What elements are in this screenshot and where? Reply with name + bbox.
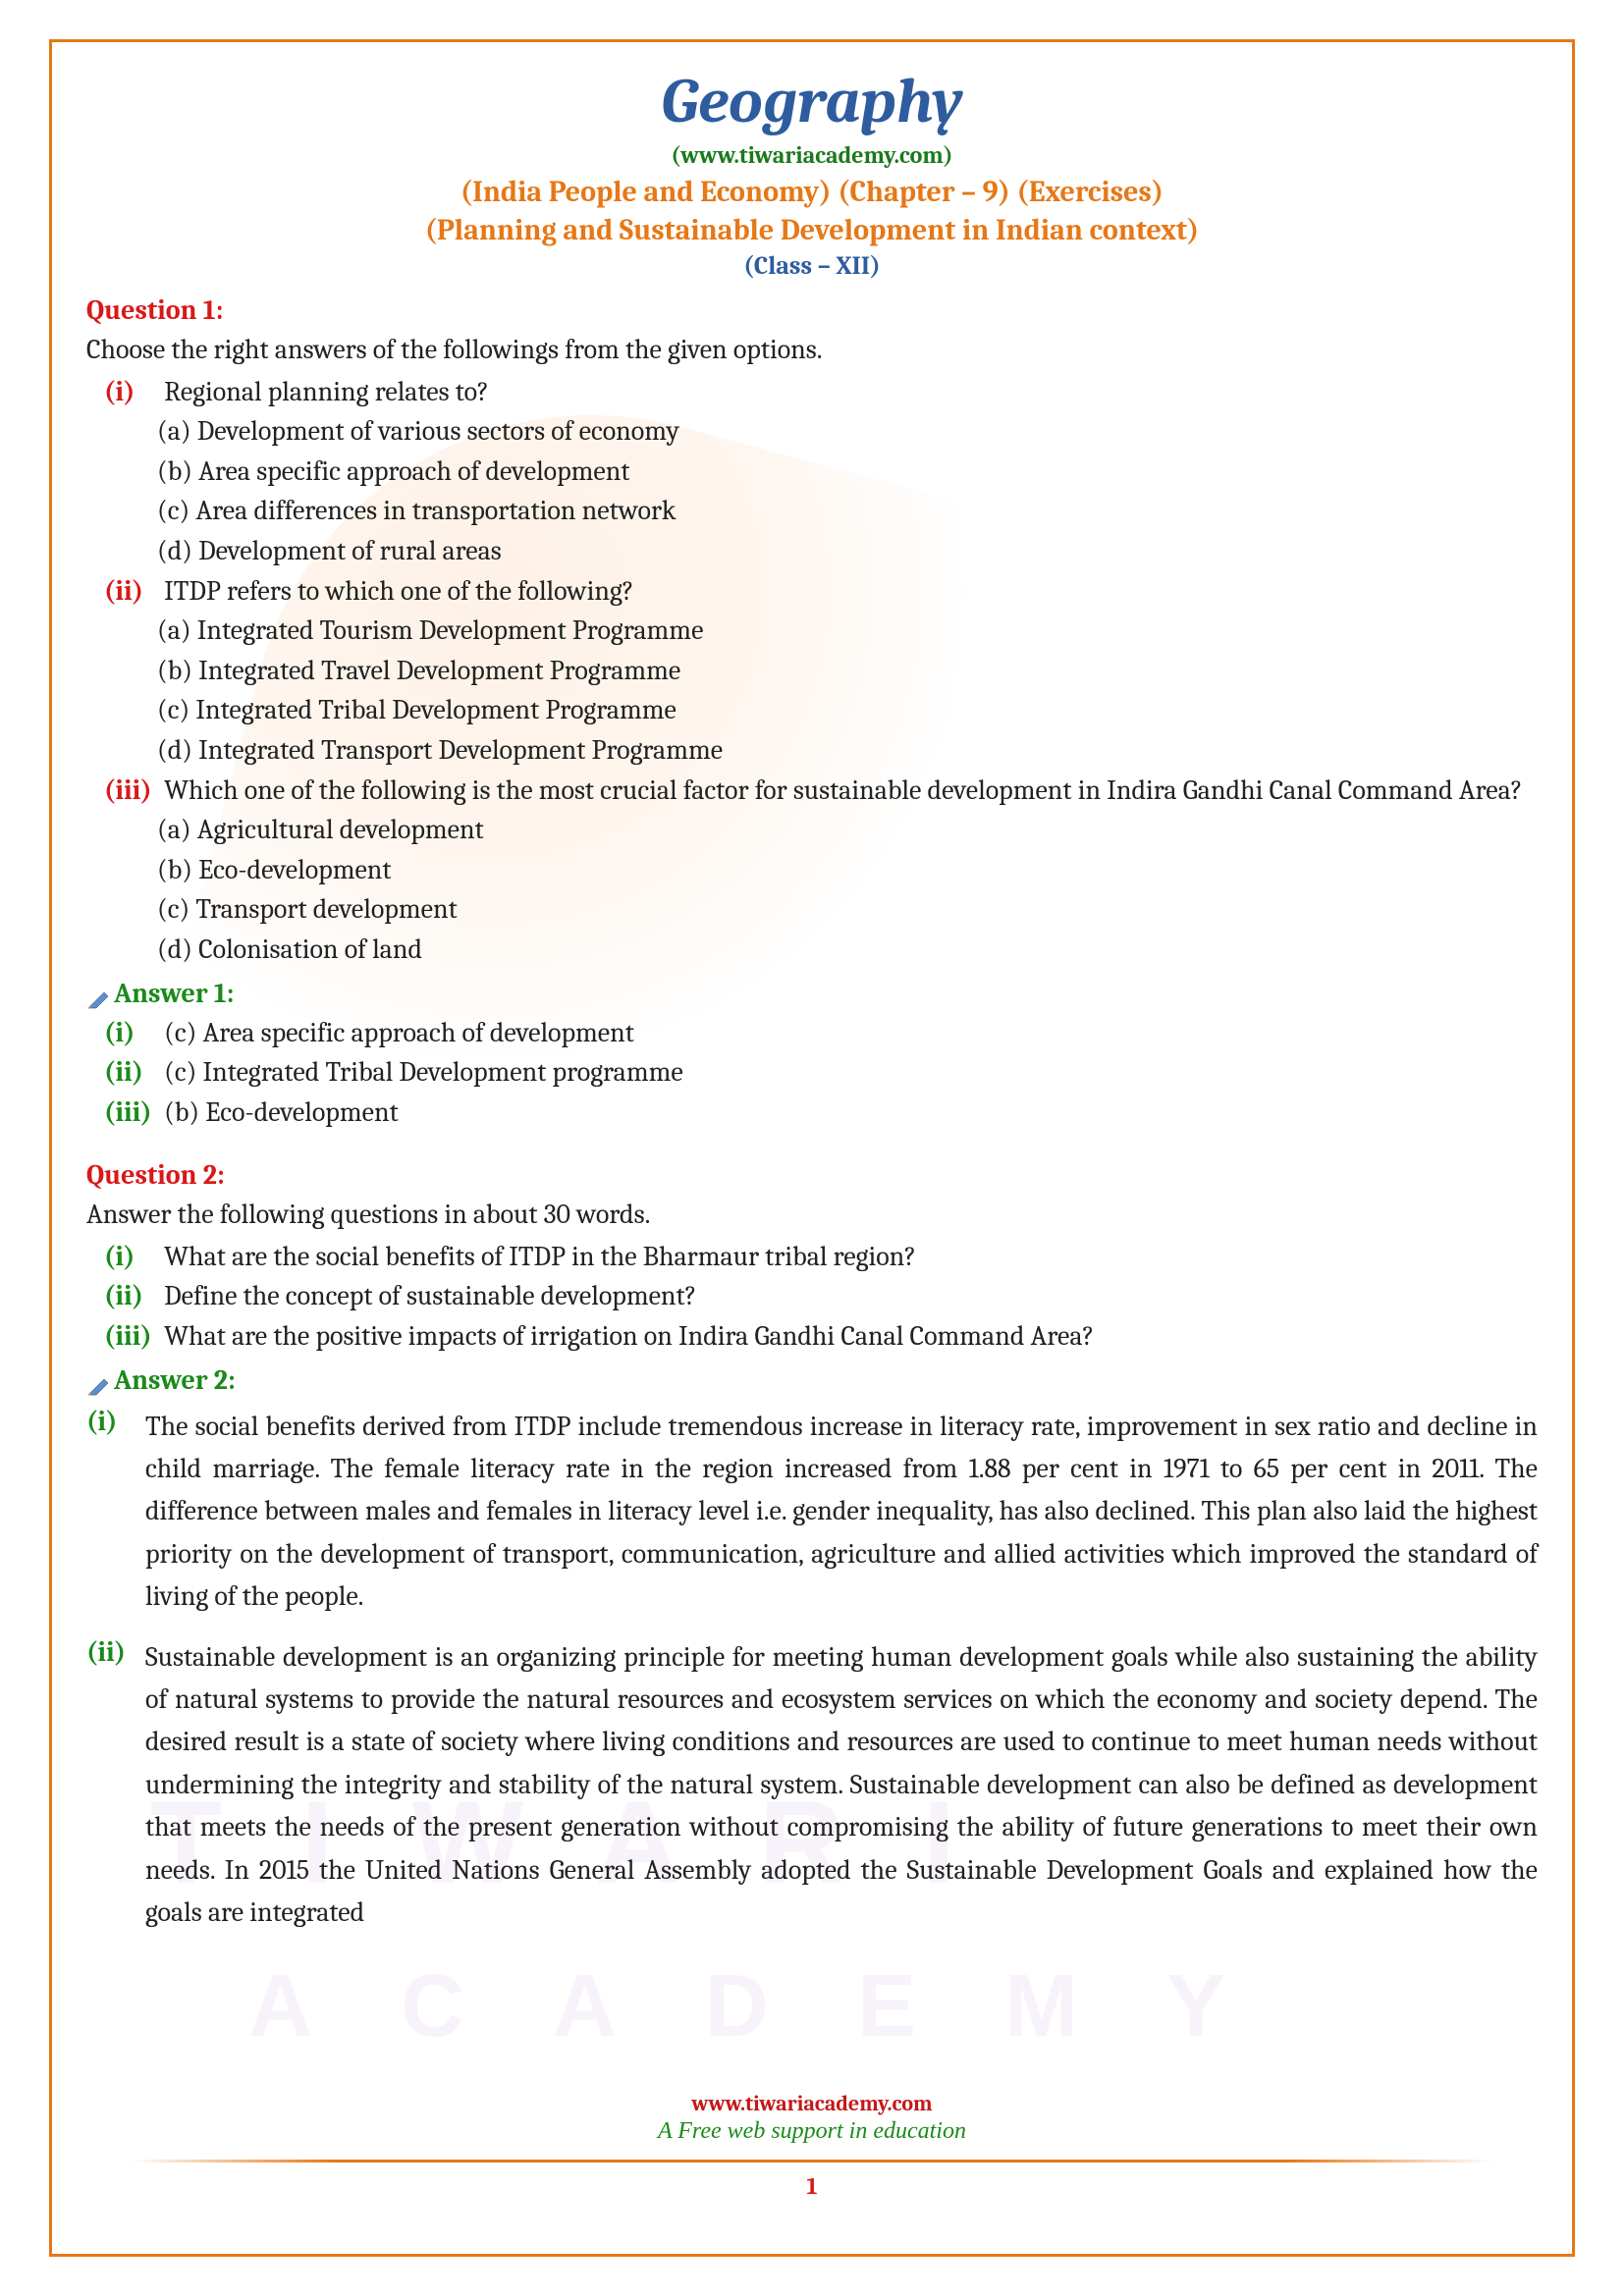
answer-2-label: Answer 2: — [86, 1364, 1538, 1396]
footer: www.tiwariacademy.com A Free web support… — [52, 2091, 1572, 2200]
content: Geography (www.tiwariacademy.com) (India… — [86, 65, 1538, 1934]
question-part: (i) Regional planning relates to? — [104, 372, 1538, 412]
roman-numeral: (iii) — [104, 1093, 158, 1133]
answer-item: (i) (c) Area specific approach of develo… — [104, 1013, 1538, 1053]
question-part: (ii) Define the concept of sustainable d… — [104, 1276, 1538, 1316]
roman-numeral: (iii) — [104, 771, 158, 811]
roman-numeral: (ii) — [104, 571, 158, 612]
roman-numeral: (ii) — [104, 1052, 158, 1093]
option: (c) Integrated Tribal Development Progra… — [157, 690, 1538, 730]
option: (b) Integrated Travel Development Progra… — [157, 651, 1538, 691]
option: (d) Integrated Transport Development Pro… — [157, 730, 1538, 771]
page-border: TIWARI ACADEMY Geography (www.tiwariacad… — [49, 39, 1575, 2257]
question-2-intro: Answer the following questions in about … — [86, 1195, 1538, 1235]
option: (b) Area specific approach of developmen… — [157, 452, 1538, 492]
roman-numeral: (iii) — [104, 1316, 158, 1357]
question-2-label: Question 2: — [86, 1159, 1538, 1191]
answer-text: Sustainable development is an organizing… — [145, 1636, 1538, 1935]
class-label: (Class – XII) — [86, 251, 1538, 281]
subtitle-1: (India People and Economy) (Chapter – 9)… — [86, 175, 1538, 209]
option: (a) Agricultural development — [157, 810, 1538, 850]
roman-numeral: (i) — [86, 1406, 145, 1619]
answer-item: (ii) (c) Integrated Tribal Development p… — [104, 1052, 1538, 1093]
pencil-icon — [86, 986, 110, 1005]
question-part: (iii) What are the positive impacts of i… — [104, 1316, 1538, 1357]
roman-numeral: (i) — [104, 1013, 158, 1053]
subtitle-2: (Planning and Sustainable Development in… — [86, 213, 1538, 247]
roman-numeral: (i) — [104, 372, 158, 412]
footer-divider — [131, 2160, 1493, 2163]
roman-numeral: (ii) — [86, 1636, 145, 1935]
option: (a) Development of various sectors of ec… — [157, 411, 1538, 452]
page-number: 1 — [52, 2172, 1572, 2200]
option: (b) Eco-development — [157, 850, 1538, 890]
option: (c) Area differences in transportation n… — [157, 491, 1538, 531]
footer-link: www.tiwariacademy.com — [52, 2091, 1572, 2116]
answer-item: (iii) (b) Eco-development — [104, 1093, 1538, 1133]
answer-1-label: Answer 1: — [86, 978, 1538, 1009]
roman-numeral: (ii) — [104, 1276, 158, 1316]
question-part: (i) What are the social benefits of ITDP… — [104, 1237, 1538, 1277]
option: (a) Integrated Tourism Development Progr… — [157, 611, 1538, 651]
page: TIWARI ACADEMY Geography (www.tiwariacad… — [0, 0, 1624, 2296]
page-title: Geography — [86, 65, 1538, 137]
question-1-label: Question 1: — [86, 294, 1538, 326]
option: (d) Colonisation of land — [157, 930, 1538, 970]
website-url: (www.tiwariacademy.com) — [86, 141, 1538, 169]
option: (d) Development of rural areas — [157, 531, 1538, 571]
answer-paragraph: (ii)Sustainable development is an organi… — [86, 1636, 1538, 1935]
question-part: (ii) ITDP refers to which one of the fol… — [104, 571, 1538, 612]
answer-paragraph: (i)The social benefits derived from ITDP… — [86, 1406, 1538, 1619]
watermark-text-2: ACADEMY — [248, 1956, 1314, 2057]
answer-text: The social benefits derived from ITDP in… — [145, 1406, 1538, 1619]
footer-tagline: A Free web support in education — [52, 2118, 1572, 2145]
question-part: (iii) Which one of the following is the … — [104, 771, 1538, 811]
option: (c) Transport development — [157, 889, 1538, 930]
roman-numeral: (i) — [104, 1237, 158, 1277]
question-1-intro: Choose the right answers of the followin… — [86, 330, 1538, 370]
pencil-icon — [86, 1372, 110, 1392]
